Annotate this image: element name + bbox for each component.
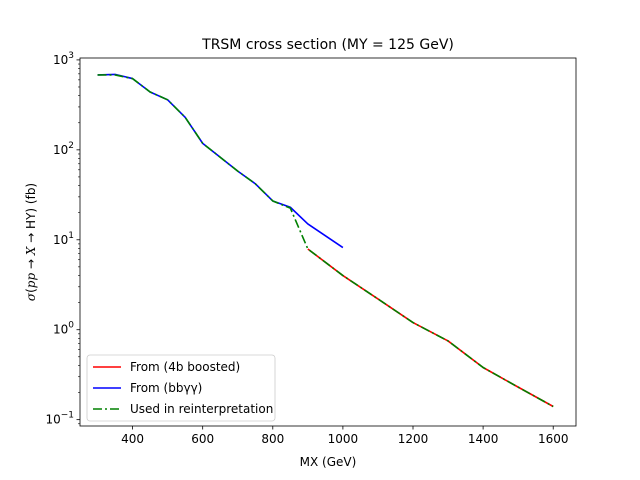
x-tick-label: 1600 xyxy=(538,432,569,446)
y-tick-exponent: 2 xyxy=(68,141,74,151)
y-tick-base: 10 xyxy=(53,53,68,67)
y-tick-exponent: 0 xyxy=(68,321,74,331)
y-tick-exponent: 3 xyxy=(68,51,74,61)
x-tick-label: 1000 xyxy=(328,432,359,446)
legend: From (4b boosted) From (bbγγ) Used in rein… xyxy=(86,354,276,422)
y-tick-base: 10 xyxy=(53,143,68,157)
y-tick-exponent: −1 xyxy=(61,411,74,421)
x-tick-label: 800 xyxy=(261,432,284,446)
y-tick-exponent: 1 xyxy=(68,231,74,241)
x-tick-label: 1200 xyxy=(398,432,429,446)
axes-frame xyxy=(79,57,577,427)
legend-label-1: From (4b boosted) xyxy=(130,360,240,374)
y-tick-base: 10 xyxy=(53,233,68,247)
x-tick-label: 600 xyxy=(191,432,214,446)
legend-label-3: Used in reinterpretation xyxy=(130,402,273,416)
y-tick-base: 10 xyxy=(53,323,68,337)
legend-label-2: From (bbγγ) xyxy=(130,381,202,395)
axes-layer: 400 600 800 1000 1200 1400 160010−110010110210… xyxy=(45,51,577,446)
x-tick-label: 1400 xyxy=(468,432,499,446)
y-axis-title: σ(pp → X → HY) (fb) xyxy=(24,183,38,301)
x-tick-label: 400 xyxy=(121,432,144,446)
y-tick-base: 10 xyxy=(45,413,60,427)
x-axis-title: MX (GeV) xyxy=(300,455,357,469)
y-tick-label: 102 xyxy=(53,141,74,157)
y-tick-label: 10−1 xyxy=(45,411,74,427)
series-line-3 xyxy=(97,74,554,408)
legend-box xyxy=(86,354,276,422)
chart-title: TRSM cross section (MY = 125 GeV) xyxy=(201,37,454,53)
y-tick-label: 101 xyxy=(53,231,74,247)
series-layer xyxy=(97,73,554,408)
y-tick-label: 103 xyxy=(53,51,74,67)
y-tick-label: 100 xyxy=(53,321,74,337)
